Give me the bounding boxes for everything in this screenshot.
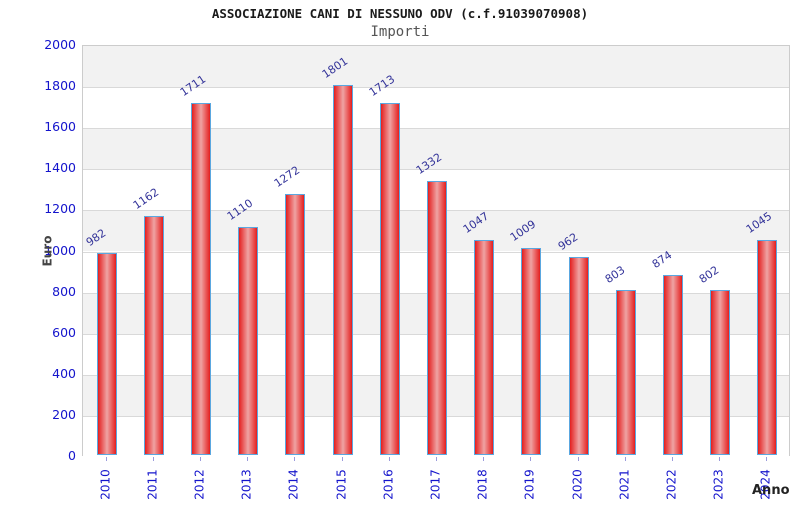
chart-title: ASSOCIAZIONE CANI DI NESSUNO ODV (c.f.91… — [211, 6, 589, 21]
bar-2022 — [663, 275, 683, 455]
bar-2021 — [615, 289, 636, 455]
y-tick-label: 800 — [52, 283, 76, 299]
y-tick-label: 400 — [52, 365, 76, 381]
x-tick-mark — [105, 457, 107, 461]
x-tick-mark — [672, 457, 673, 461]
chart-subtitle: Importi — [370, 24, 430, 40]
y-tick-label: 600 — [52, 324, 76, 340]
x-tick-mark — [577, 457, 579, 461]
bar-2024 — [757, 240, 778, 455]
x-tick-mark — [247, 457, 249, 461]
x-tick-mark — [530, 457, 532, 461]
gridline — [83, 87, 789, 89]
bar-2013 — [238, 226, 259, 455]
y-tick-label: 200 — [52, 406, 76, 422]
bar-2015 — [332, 84, 353, 455]
y-tick-label: 2000 — [44, 37, 76, 52]
y-tick-label: 1400 — [44, 160, 76, 176]
y-tick-label: 1600 — [44, 119, 76, 135]
x-tick-mark — [719, 457, 721, 461]
x-tick-mark — [483, 457, 485, 461]
bar-2017 — [427, 181, 447, 455]
bar-2010 — [96, 253, 117, 455]
bar-2014 — [285, 193, 306, 455]
bar-2016 — [379, 102, 400, 455]
x-tick-mark — [341, 457, 343, 461]
x-tick-mark — [624, 457, 626, 461]
gridline — [83, 169, 789, 171]
bar-2018 — [474, 239, 495, 455]
y-tick-label: 1800 — [44, 78, 76, 94]
bar-2023 — [710, 290, 731, 455]
x-tick-mark — [766, 457, 768, 461]
y-tick-label: 0 — [68, 448, 76, 463]
x-axis-title: Anno — [752, 483, 790, 498]
bar-2020 — [568, 257, 589, 455]
bar-2011 — [143, 216, 164, 455]
y-axis-title: Euro — [40, 235, 55, 267]
plot-area: 982 1162 1711 1110 1272 1801 1713 1332 1047 1009 9… — [82, 45, 790, 457]
x-tick-mark — [294, 457, 296, 461]
y-tick-label: 1000 — [44, 242, 76, 258]
bar-2012 — [191, 103, 211, 455]
x-tick-mark — [152, 457, 154, 461]
y-tick-label: 1200 — [44, 201, 76, 217]
x-tick-mark — [200, 457, 201, 461]
gridline — [83, 128, 789, 130]
x-tick-mark — [436, 457, 437, 461]
x-tick-mark — [388, 457, 390, 461]
bar-2019 — [521, 247, 542, 455]
background-band — [83, 46, 789, 88]
